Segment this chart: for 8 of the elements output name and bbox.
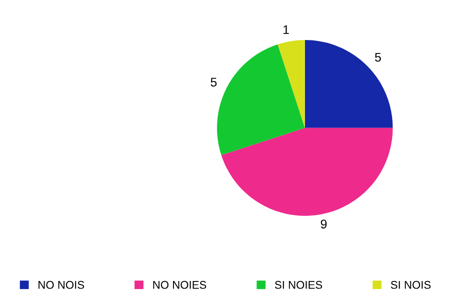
data-label: 5 <box>210 78 217 87</box>
legend-label: NO NOIS <box>38 280 84 289</box>
legend-label: NO NOIES <box>153 280 206 289</box>
data-label: 5 <box>374 52 381 62</box>
data-label: 1 <box>283 25 289 34</box>
legend-label: SI NOIES <box>274 280 322 289</box>
legend-label: SI NOIS <box>390 280 431 289</box>
data-label: 9 <box>320 220 327 229</box>
